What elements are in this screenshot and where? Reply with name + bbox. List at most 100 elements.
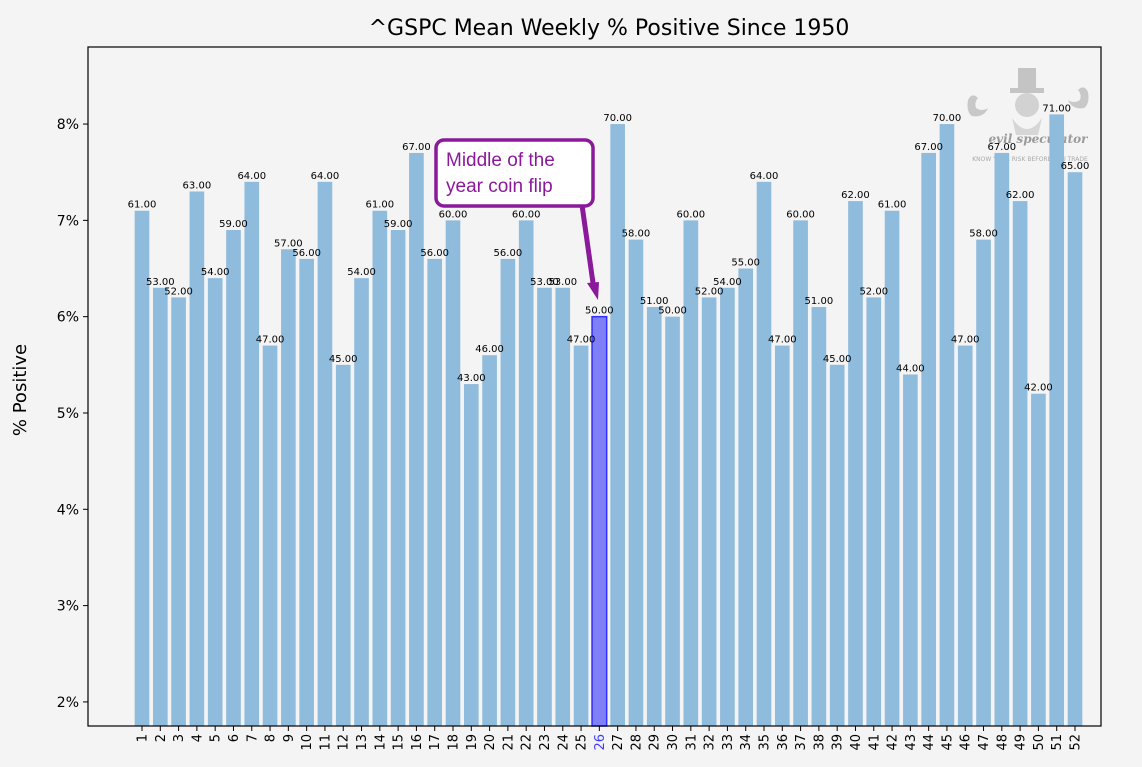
x-tick-label-42: 42	[886, 734, 901, 751]
data-label-week-36: 47.00	[768, 335, 797, 346]
x-tick-label-30: 30	[666, 734, 681, 751]
data-label-week-5: 54.00	[201, 267, 230, 278]
data-label-week-15: 59.00	[384, 219, 413, 230]
data-label-week-11: 64.00	[311, 171, 340, 182]
data-label-week-14: 61.00	[365, 200, 394, 211]
x-tick-label-46: 46	[959, 734, 974, 751]
x-tick-label-27: 27	[611, 734, 626, 751]
bar-week-22	[518, 220, 534, 727]
data-label-week-18: 60.00	[439, 209, 468, 220]
data-label-week-22: 60.00	[512, 209, 541, 220]
y-tick-label-3: 3%	[57, 599, 79, 615]
data-label-week-33: 54.00	[713, 277, 742, 288]
x-tick-label-20: 20	[483, 734, 498, 751]
bar-week-27	[610, 124, 625, 727]
bar-week-46	[957, 345, 973, 726]
x-tick-label-28: 28	[629, 734, 644, 751]
bar-week-4	[189, 191, 205, 727]
x-tick-label-1: 1	[136, 734, 151, 742]
bar-week-7	[244, 181, 260, 727]
x-tick-label-36: 36	[776, 734, 791, 751]
x-tick-label-48: 48	[995, 734, 1010, 751]
data-label-week-48: 67.00	[987, 142, 1016, 153]
x-tick-label-5: 5	[209, 734, 224, 742]
x-tick-label-3: 3	[172, 734, 187, 742]
bar-week-50	[1031, 393, 1046, 726]
data-label-week-3: 52.00	[164, 286, 193, 297]
x-tick-label-43: 43	[904, 734, 919, 751]
x-tick-label-18: 18	[447, 734, 462, 751]
bar-week-36	[774, 345, 790, 726]
data-labels-group: 61.0053.0052.0063.0054.0059.0064.0047.00…	[128, 103, 1090, 393]
x-tick-label-29: 29	[648, 734, 663, 751]
x-tick-label-38: 38	[812, 734, 827, 751]
bar-week-18	[445, 220, 461, 727]
x-tick-label-40: 40	[849, 734, 864, 751]
bar-week-41	[866, 297, 882, 726]
watermark-logo: evil speculator KNOW YOUR RISK BEFORE YO…	[967, 68, 1089, 163]
data-label-week-41: 52.00	[859, 286, 888, 297]
x-tick-label-11: 11	[318, 734, 333, 751]
data-label-week-20: 46.00	[475, 344, 504, 355]
bar-week-6	[226, 229, 241, 727]
bar-week-12	[335, 364, 351, 726]
x-tick-label-44: 44	[922, 734, 937, 751]
data-label-week-12: 45.00	[329, 354, 358, 365]
bar-week-17	[427, 258, 443, 726]
x-tick-label-23: 23	[538, 734, 553, 751]
x-tick-label-7: 7	[245, 734, 260, 742]
x-tick-label-41: 41	[867, 734, 882, 751]
data-label-week-23: 53.00	[530, 277, 559, 288]
watermark-swan-right-icon	[1068, 87, 1089, 109]
bar-week-49	[1012, 201, 1028, 727]
data-label-week-4: 63.00	[183, 180, 212, 191]
data-label-week-29: 51.00	[640, 296, 669, 307]
bar-week-30	[665, 316, 680, 726]
x-tick-label-14: 14	[373, 734, 388, 751]
bar-week-5	[207, 278, 223, 726]
data-label-week-10: 56.00	[292, 248, 321, 259]
data-label-week-13: 54.00	[347, 267, 376, 278]
plot-frame	[87, 46, 1102, 727]
data-label-week-35: 64.00	[750, 171, 779, 182]
bar-week-3	[171, 297, 186, 726]
bar-week-11	[317, 181, 333, 727]
y-tick-label-4: 4%	[57, 502, 79, 518]
bar-week-48	[994, 152, 1010, 726]
bar-week-31	[683, 220, 699, 727]
watermark-figure-icon	[1015, 93, 1039, 117]
watermark-swan-left-icon	[967, 95, 988, 117]
x-tick-label-37: 37	[794, 734, 809, 751]
x-tick-label-10: 10	[300, 734, 315, 751]
data-label-week-46: 47.00	[951, 335, 980, 346]
data-label-week-34: 55.00	[731, 258, 760, 269]
x-tick-label-17: 17	[428, 734, 443, 751]
bar-week-42	[884, 210, 900, 727]
data-label-week-31: 60.00	[676, 209, 705, 220]
bar-week-2	[152, 287, 168, 726]
y-axis-ticks: 2% 3% 4% 5% 6% 7% 8%	[57, 117, 88, 711]
x-tick-label-4: 4	[190, 734, 205, 742]
data-label-week-25: 47.00	[567, 335, 596, 346]
x-tick-label-2: 2	[154, 734, 169, 742]
data-label-week-30: 50.00	[658, 306, 687, 317]
data-label-week-2: 53.00	[146, 277, 175, 288]
callout-line-2: year coin flip	[446, 176, 553, 197]
x-tick-label-33: 33	[721, 734, 736, 751]
data-label-week-32: 52.00	[695, 286, 724, 297]
data-label-week-27: 70.00	[603, 113, 632, 124]
bar-week-15	[390, 229, 406, 727]
y-tick-label-6: 6%	[57, 310, 79, 326]
bar-week-29	[646, 307, 662, 726]
y-axis-label: % Positive	[10, 344, 31, 436]
watermark-hat-icon	[1018, 68, 1036, 90]
data-label-week-44: 67.00	[914, 142, 943, 153]
bar-week-38	[811, 307, 827, 726]
bar-week-52	[1067, 172, 1083, 726]
y-tick-label-2: 2%	[57, 695, 79, 711]
bar-week-16	[409, 152, 424, 726]
bar-week-47	[976, 239, 991, 726]
data-label-week-9: 57.00	[274, 238, 303, 249]
data-label-week-43: 44.00	[896, 363, 925, 374]
x-tick-label-52: 52	[1069, 734, 1084, 751]
